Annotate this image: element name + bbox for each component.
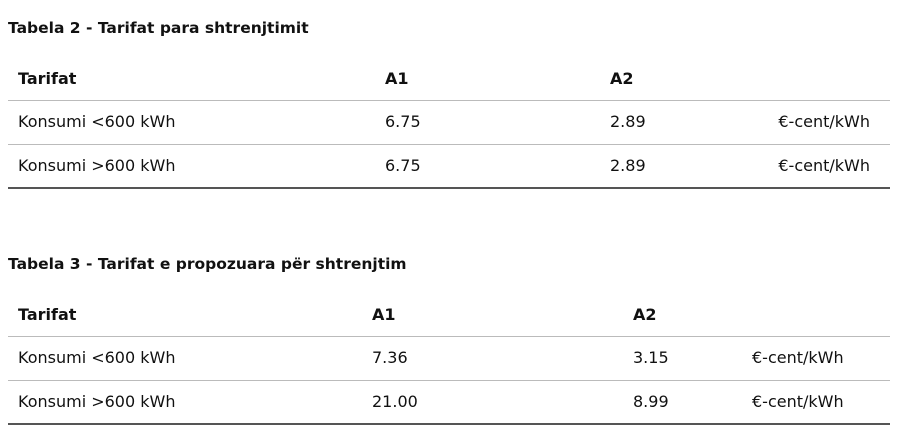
- row-divider: [8, 187, 890, 189]
- table-cell: 3.15: [633, 348, 669, 367]
- row-divider: [8, 336, 890, 337]
- column-header: A1: [385, 69, 409, 88]
- table-cell: 8.99: [633, 391, 669, 411]
- column-header: Tarifat: [18, 305, 77, 324]
- table-cell: 2.89: [610, 112, 646, 131]
- row-divider: [8, 423, 890, 425]
- unit-cell: €-cent/kWh: [752, 348, 844, 367]
- unit-cell: €-cent/kWh: [778, 155, 870, 175]
- column-header: A2: [610, 69, 634, 88]
- table-title: Tabela 2 - Tarifat para shtrenjtimit: [8, 19, 309, 37]
- table-title: Tabela 3 - Tarifat e propozuara për shtr…: [8, 255, 407, 273]
- table-cell: Konsumi >600 kWh: [18, 155, 176, 175]
- table-cell: Konsumi <600 kWh: [18, 348, 176, 367]
- unit-cell: €-cent/kWh: [752, 391, 844, 411]
- row-divider: [8, 143, 890, 145]
- table-cell: 21.00: [372, 391, 418, 411]
- row-divider: [8, 100, 890, 101]
- table-cell: Konsumi >600 kWh: [18, 391, 176, 411]
- row-divider: [8, 379, 890, 381]
- table-cell: 2.89: [610, 155, 646, 175]
- table-cell: 6.75: [385, 112, 421, 131]
- column-header: A2: [633, 305, 657, 324]
- table-cell: 6.75: [385, 155, 421, 175]
- column-header: Tarifat: [18, 69, 77, 88]
- table-cell: 7.36: [372, 348, 408, 367]
- column-header: A1: [372, 305, 396, 324]
- table-cell: Konsumi <600 kWh: [18, 112, 176, 131]
- unit-cell: €-cent/kWh: [778, 112, 870, 131]
